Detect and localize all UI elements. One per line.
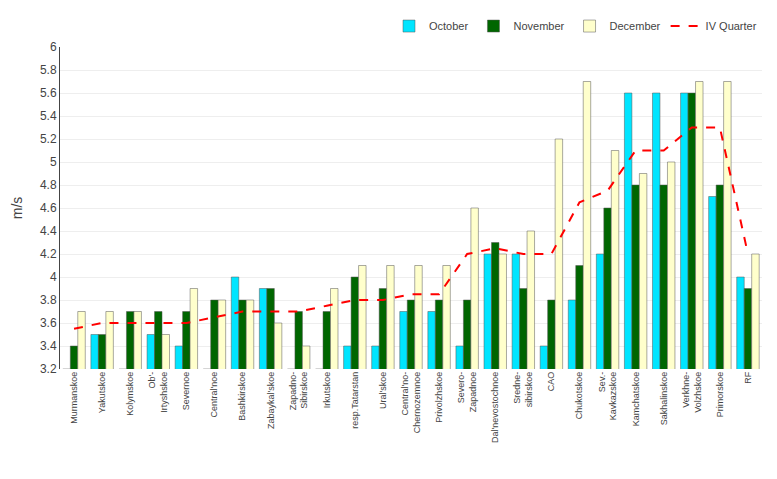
- svg-text:Central'no-Chernozemnoe: Central'no-Chernozemnoe: [400, 372, 422, 434]
- svg-text:Zabaykal'skoe: Zabaykal'skoe: [266, 372, 276, 429]
- svg-text:Sredne-sibirskoe: Sredne-sibirskoe: [512, 372, 534, 408]
- svg-text:4.8: 4.8: [40, 178, 57, 192]
- svg-text:Sev.-Kavkazskoe: Sev.-Kavkazskoe: [597, 372, 619, 421]
- svg-text:resp.Tatarstan: resp.Tatarstan: [350, 372, 360, 429]
- svg-text:5.2: 5.2: [40, 132, 57, 146]
- svg-text:4.6: 4.6: [40, 201, 57, 215]
- svg-text:5.4: 5.4: [40, 109, 57, 123]
- svg-text:Kamchatskoe: Kamchatskoe: [631, 372, 641, 427]
- svg-text:Privolzhskoe: Privolzhskoe: [434, 372, 444, 423]
- svg-text:RF: RF: [743, 371, 753, 383]
- svg-text:Dal'nevostochnoe: Dal'nevostochnoe: [490, 372, 500, 443]
- svg-text:Severnoe: Severnoe: [181, 372, 191, 411]
- svg-text:4: 4: [50, 270, 57, 284]
- svg-text:IV Quarter: IV Quarter: [706, 20, 757, 32]
- svg-text:Bashkirskoe: Bashkirskoe: [237, 372, 247, 421]
- svg-text:Ural'skoe: Ural'skoe: [378, 372, 388, 409]
- svg-text:December: December: [610, 20, 661, 32]
- svg-text:3.4: 3.4: [40, 339, 57, 353]
- svg-text:Severo-Zapadnoe: Severo-Zapadnoe: [456, 372, 478, 413]
- svg-text:Ob'-Irtyshskoe: Ob'-Irtyshskoe: [147, 372, 169, 413]
- svg-text:Zapadno-Sibirskoe: Zapadno-Sibirskoe: [288, 372, 310, 411]
- svg-text:m/s: m/s: [9, 197, 25, 220]
- svg-text:Chukotskoe: Chukotskoe: [574, 372, 584, 420]
- svg-text:November: November: [513, 20, 564, 32]
- svg-text:CAO: CAO: [546, 372, 556, 392]
- svg-text:Primorskoe: Primorskoe: [715, 372, 725, 418]
- svg-text:4.2: 4.2: [40, 247, 57, 261]
- svg-text:Sakhalinskoe: Sakhalinskoe: [659, 372, 669, 426]
- svg-text:3.6: 3.6: [40, 316, 57, 330]
- svg-text:5.8: 5.8: [40, 63, 57, 77]
- svg-text:3.2: 3.2: [40, 362, 57, 376]
- svg-text:6: 6: [50, 40, 57, 54]
- svg-text:Kolymskoe: Kolymskoe: [125, 372, 135, 416]
- svg-text:Central'noe: Central'noe: [209, 372, 219, 418]
- svg-text:Verkhne-Volzhskoe: Verkhne-Volzhskoe: [681, 372, 703, 413]
- svg-text:Yakutskoe: Yakutskoe: [97, 372, 107, 413]
- svg-text:5: 5: [50, 155, 57, 169]
- svg-text:3.8: 3.8: [40, 293, 57, 307]
- svg-text:October: October: [429, 20, 468, 32]
- svg-text:4.4: 4.4: [40, 224, 57, 238]
- svg-text:Murmanskoe: Murmanskoe: [69, 372, 79, 424]
- svg-text:5.6: 5.6: [40, 86, 57, 100]
- svg-text:Irkutskoe: Irkutskoe: [322, 372, 332, 409]
